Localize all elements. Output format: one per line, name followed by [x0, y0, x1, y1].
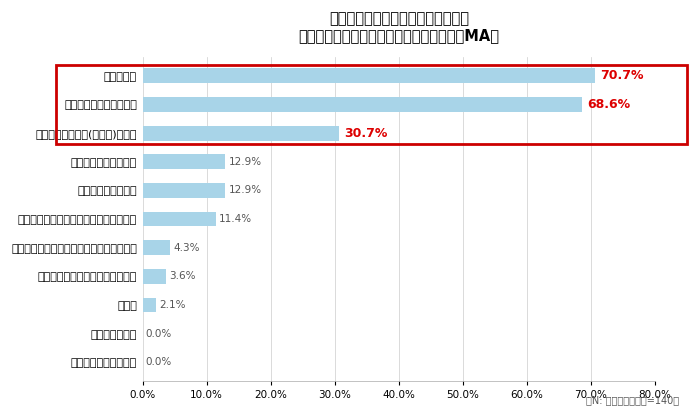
Text: 0.0%: 0.0% [146, 357, 172, 367]
Text: 70.7%: 70.7% [601, 69, 644, 82]
Bar [143, 97, 582, 112]
Bar [143, 68, 596, 83]
Bar [143, 240, 170, 255]
Text: 3.6%: 3.6% [169, 271, 195, 281]
Text: 4.3%: 4.3% [174, 242, 199, 253]
Text: 30.7%: 30.7% [344, 127, 388, 140]
Bar [143, 298, 156, 312]
Text: 68.6%: 68.6% [587, 98, 630, 111]
Text: 0.0%: 0.0% [146, 329, 172, 339]
Text: 12.9%: 12.9% [228, 185, 262, 195]
Title: 着色汚れが気になる場合の飲食後に
行った方が良いと思うケアは何ですか？（MA）: 着色汚れが気になる場合の飲食後に 行った方が良いと思うケアは何ですか？（MA） [298, 11, 499, 44]
Text: 2.1%: 2.1% [159, 300, 186, 310]
Text: 12.9%: 12.9% [228, 157, 262, 167]
Bar [143, 269, 166, 284]
Text: （N: 歯科医療従事者=140）: （N: 歯科医療従事者=140） [586, 395, 679, 405]
Bar [143, 154, 225, 169]
Bar [143, 183, 225, 198]
Bar [143, 212, 216, 226]
Bar [143, 126, 340, 141]
Text: 11.4%: 11.4% [219, 214, 252, 224]
